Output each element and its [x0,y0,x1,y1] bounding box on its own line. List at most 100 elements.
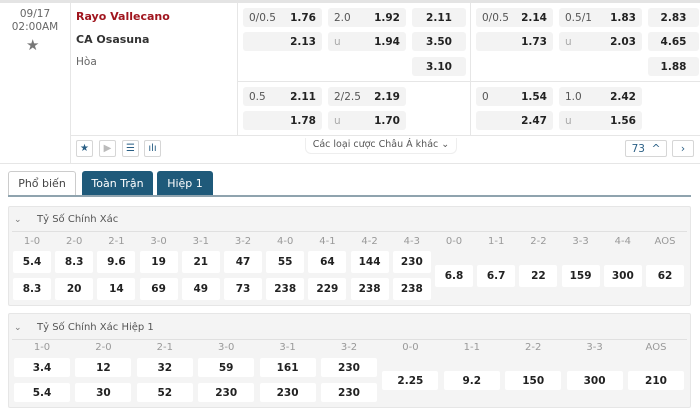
score-odds-draw[interactable]: 62 [646,265,684,287]
score-odds-draw[interactable]: 159 [561,265,600,287]
next-button[interactable]: › [672,140,694,157]
odds-line: u [565,114,572,127]
score-odds-draw[interactable]: 9.2 [443,371,500,390]
score-label: 4-1 [319,236,336,247]
chevron-down-icon[interactable]: ⌄ [14,215,22,225]
score-odds-away[interactable]: 5.4 [14,383,70,402]
handicap-home-odds[interactable]: 0/0.5 2.14 [476,8,553,27]
handicap-home-odds[interactable]: 0/0.5 1.76 [243,8,322,27]
score-odds-home[interactable]: 47 [224,251,262,273]
score-odds-draw[interactable]: 150 [505,371,562,390]
score-odds-away[interactable]: 238 [266,278,305,300]
play-icon[interactable]: ▶ [99,140,116,157]
score-odds-home[interactable]: 19 [139,251,178,273]
handicap-away-odds[interactable]: 1.78 [243,111,322,130]
odds-value: 2.13 [290,35,316,48]
score-odds-away[interactable]: 238 [350,278,389,300]
score-odds-home[interactable]: 64 [308,251,347,273]
over-odds[interactable]: 1.0 2.42 [559,87,642,106]
score-odds-draw[interactable]: 22 [519,265,558,287]
tab-first-half[interactable]: Hiệp 1 [157,171,213,195]
divider [0,163,700,164]
score-odds-draw[interactable]: 6.8 [435,265,473,287]
score-odds-away[interactable]: 230 [198,383,255,402]
score-odds-draw[interactable]: 6.7 [477,265,516,287]
divider [12,339,687,340]
score-odds-draw[interactable]: 300 [603,265,642,287]
score-odds-away[interactable]: 14 [97,278,136,300]
handicap-away-odds[interactable]: 2.47 [476,111,553,130]
tab-popular[interactable]: Phổ biến [8,171,76,195]
score-label: 2-2 [530,236,547,247]
1x2-odds[interactable]: 3.10 [412,57,466,76]
over-odds[interactable]: 2/2.5 2.19 [328,87,406,106]
1x2-odds[interactable]: 1.88 [648,57,699,76]
score-odds-away[interactable]: 73 [224,278,262,300]
score-odds-away[interactable]: 52 [136,383,193,402]
favorite-star-icon[interactable]: ★ [26,36,40,54]
score-odds-home[interactable]: 59 [198,358,255,377]
score-odds-home[interactable]: 161 [259,358,316,377]
tab-full-match[interactable]: Toàn Trận [82,171,153,195]
score-label: 0-0 [402,342,419,353]
chevron-down-icon: ⌄ [441,139,450,150]
score-odds-away[interactable]: 8.3 [13,278,51,300]
under-odds[interactable]: u 1.56 [559,111,642,130]
score-odds-home[interactable]: 144 [350,251,389,273]
score-odds-away[interactable]: 230 [259,383,316,402]
score-odds-away[interactable]: 230 [321,383,377,402]
score-odds-away[interactable]: 20 [55,278,94,300]
lineup-icon[interactable]: ☰ [122,140,139,157]
other-asian-bets-dropdown[interactable]: Các loại cược Châu Á khác ⌄ [305,138,457,154]
score-odds-home[interactable]: 32 [136,358,193,377]
score-odds-home[interactable]: 5.4 [13,251,51,273]
handicap-home-odds[interactable]: 0.5 2.11 [243,87,322,106]
under-odds[interactable]: u 1.94 [328,32,406,51]
score-odds-home[interactable]: 3.4 [14,358,70,377]
favorite-star-icon[interactable]: ★ [76,140,93,157]
under-odds[interactable]: u 2.03 [559,32,642,51]
over-odds[interactable]: 2.0 1.92 [328,8,406,27]
score-odds-draw[interactable]: 210 [628,371,684,390]
chevron-down-icon[interactable]: ⌄ [14,323,22,333]
score-odds-home[interactable]: 230 [392,251,431,273]
score-label: 4-2 [361,236,378,247]
score-odds-home[interactable]: 9.6 [97,251,136,273]
over-odds[interactable]: 0.5/1 1.83 [559,8,642,27]
section-title[interactable]: Tỷ Số Chính Xác [37,214,119,225]
away-team[interactable]: CA Osasuna [76,33,150,46]
score-odds-draw[interactable]: 2.25 [382,371,439,390]
score-odds-draw[interactable]: 300 [566,371,623,390]
score-label: 4-0 [277,236,294,247]
odds-value: 2.42 [610,90,636,103]
under-odds[interactable]: u 1.70 [328,111,406,130]
score-odds-away[interactable]: 238 [392,278,431,300]
other-bets-label: Các loại cược Châu Á khác [312,139,439,150]
score-odds-away[interactable]: 49 [181,278,220,300]
handicap-home-odds[interactable]: 0 1.54 [476,87,553,106]
handicap-away-odds[interactable]: 1.73 [476,32,553,51]
odds-value: 1.73 [521,35,547,48]
score-odds-home[interactable]: 21 [181,251,220,273]
handicap-away-odds[interactable]: 2.13 [243,32,322,51]
score-label: 2-2 [525,342,542,353]
home-team[interactable]: Rayo Vallecano [76,10,170,23]
score-odds-home[interactable]: 55 [266,251,305,273]
1x2-odds[interactable]: 2.83 [648,8,699,27]
chevron-up-icon: ^ [651,142,661,155]
score-odds-home[interactable]: 8.3 [55,251,94,273]
score-odds-away[interactable]: 69 [139,278,178,300]
1x2-odds[interactable]: 3.50 [412,32,466,51]
more-markets-button[interactable]: 73 ^ [625,140,667,157]
score-odds-home[interactable]: 230 [321,358,377,377]
score-odds-away[interactable]: 30 [75,383,132,402]
score-label: 1-0 [33,342,51,353]
1x2-odds[interactable]: 2.11 [412,8,466,27]
score-label: 3-2 [340,342,358,353]
score-odds-away[interactable]: 229 [308,278,347,300]
score-odds-home[interactable]: 12 [75,358,132,377]
section-title[interactable]: Tỷ Số Chính Xác Hiệp 1 [37,322,154,333]
stats-icon[interactable]: ılı [144,140,161,157]
1x2-odds[interactable]: 4.65 [648,32,699,51]
odds-line: 2/2.5 [334,90,361,103]
